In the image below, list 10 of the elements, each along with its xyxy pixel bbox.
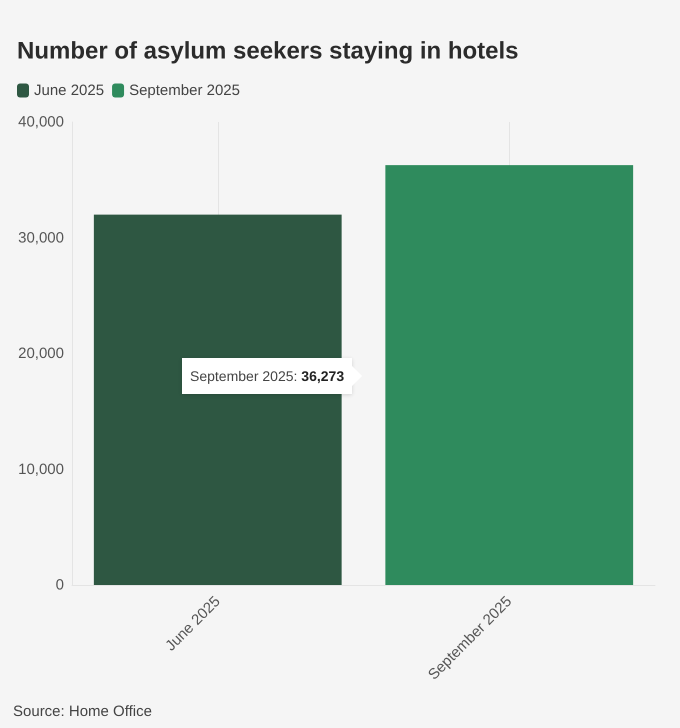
y-tick-label: 10,000 <box>18 460 64 478</box>
legend-label: September 2025 <box>129 82 240 99</box>
source-note: Source: Home Office <box>13 703 152 720</box>
legend-label: June 2025 <box>34 82 104 99</box>
y-tick-label: 0 <box>56 576 64 594</box>
y-tick-label: 30,000 <box>18 229 64 246</box>
y-tick-label: 40,000 <box>18 114 64 130</box>
annotation: September 2025: 36,273 <box>190 368 344 384</box>
chart-title: Number of asylum seekers staying in hotels <box>17 38 519 64</box>
y-tick-label: 20,000 <box>18 345 64 362</box>
